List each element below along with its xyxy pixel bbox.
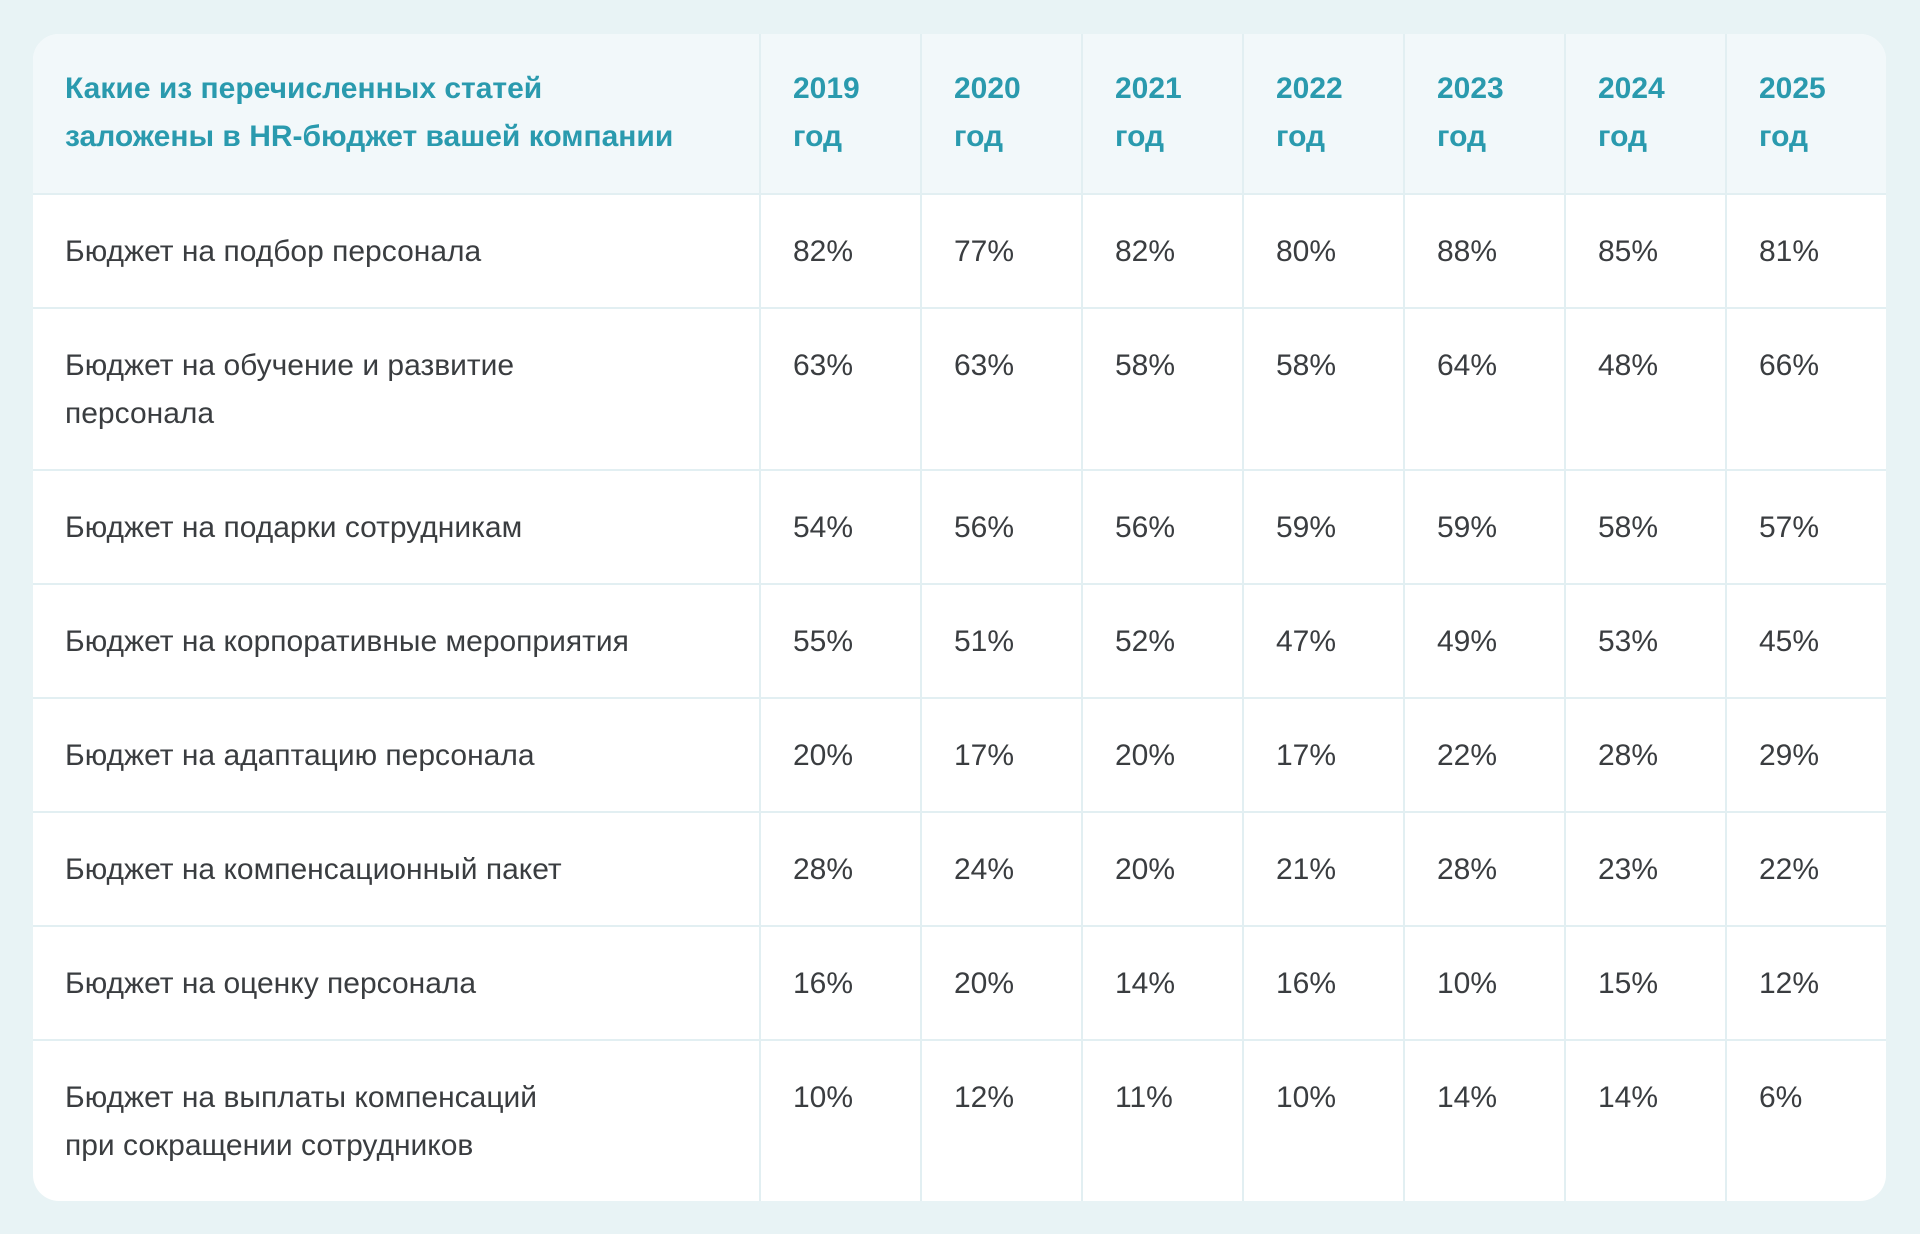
table-row: Бюджет на выплаты компенсаций при сокращ… (33, 1039, 1886, 1201)
value-cell: 53% (1564, 583, 1725, 697)
row-label: Бюджет на оценку персонала (33, 925, 759, 1039)
year-header: 2023 год (1403, 34, 1564, 193)
value-cell: 56% (1081, 469, 1242, 583)
value-cell: 22% (1403, 697, 1564, 811)
table-row: Бюджет на подбор персонала 82% 77% 82% 80% 88… (33, 193, 1886, 307)
value-cell: 10% (759, 1039, 920, 1201)
value-cell: 21% (1242, 811, 1403, 925)
table-row: Бюджет на корпоративные мероприятия 55% 51… (33, 583, 1886, 697)
value-cell: 58% (1242, 307, 1403, 469)
value-cell: 17% (1242, 697, 1403, 811)
value-cell: 14% (1564, 1039, 1725, 1201)
value-cell: 55% (759, 583, 920, 697)
value-cell: 85% (1564, 193, 1725, 307)
year-header: 2021 год (1081, 34, 1242, 193)
value-cell: 80% (1242, 193, 1403, 307)
value-cell: 12% (920, 1039, 1081, 1201)
value-cell: 10% (1403, 925, 1564, 1039)
row-label: Бюджет на подбор персонала (33, 193, 759, 307)
value-cell: 52% (1081, 583, 1242, 697)
table-body: Бюджет на подбор персонала 82% 77% 82% 80% 88… (33, 193, 1886, 1201)
value-cell: 14% (1403, 1039, 1564, 1201)
value-cell: 63% (759, 307, 920, 469)
value-cell: 20% (1081, 697, 1242, 811)
value-cell: 49% (1403, 583, 1564, 697)
budget-table: Какие из перечисленных статей заложены в… (33, 34, 1886, 1201)
value-cell: 51% (920, 583, 1081, 697)
value-cell: 57% (1725, 469, 1886, 583)
table-card: Какие из перечисленных статей заложены в… (33, 34, 1886, 1201)
value-cell: 59% (1403, 469, 1564, 583)
value-cell: 20% (759, 697, 920, 811)
row-label: Бюджет на корпоративные мероприятия (33, 583, 759, 697)
row-label: Бюджет на выплаты компенсаций при сокращ… (33, 1039, 759, 1201)
value-cell: 29% (1725, 697, 1886, 811)
value-cell: 77% (920, 193, 1081, 307)
value-cell: 17% (920, 697, 1081, 811)
value-cell: 11% (1081, 1039, 1242, 1201)
table-row: Бюджет на компенсационный пакет 28% 24% 20%… (33, 811, 1886, 925)
value-cell: 23% (1564, 811, 1725, 925)
value-cell: 10% (1242, 1039, 1403, 1201)
value-cell: 63% (920, 307, 1081, 469)
value-cell: 54% (759, 469, 920, 583)
value-cell: 59% (1242, 469, 1403, 583)
row-label: Бюджет на подарки сотрудникам (33, 469, 759, 583)
value-cell: 24% (920, 811, 1081, 925)
value-cell: 20% (920, 925, 1081, 1039)
value-cell: 64% (1403, 307, 1564, 469)
value-cell: 15% (1564, 925, 1725, 1039)
value-cell: 6% (1725, 1039, 1886, 1201)
value-cell: 14% (1081, 925, 1242, 1039)
value-cell: 82% (759, 193, 920, 307)
year-header: 2024 год (1564, 34, 1725, 193)
table-row: Бюджет на обучение и развитие персонала 6… (33, 307, 1886, 469)
value-cell: 47% (1242, 583, 1403, 697)
table-head: Какие из перечисленных статей заложены в… (33, 34, 1886, 193)
value-cell: 81% (1725, 193, 1886, 307)
value-cell: 88% (1403, 193, 1564, 307)
value-cell: 16% (759, 925, 920, 1039)
value-cell: 28% (1403, 811, 1564, 925)
value-cell: 28% (1564, 697, 1725, 811)
row-label: Бюджет на компенсационный пакет (33, 811, 759, 925)
header-row: Какие из перечисленных статей заложены в… (33, 34, 1886, 193)
value-cell: 28% (759, 811, 920, 925)
row-label: Бюджет на обучение и развитие персонала (33, 307, 759, 469)
value-cell: 48% (1564, 307, 1725, 469)
question-header: Какие из перечисленных статей заложены в… (33, 34, 759, 193)
value-cell: 20% (1081, 811, 1242, 925)
year-header: 2022 год (1242, 34, 1403, 193)
value-cell: 22% (1725, 811, 1886, 925)
value-cell: 16% (1242, 925, 1403, 1039)
value-cell: 66% (1725, 307, 1886, 469)
row-label: Бюджет на адаптацию персонала (33, 697, 759, 811)
value-cell: 82% (1081, 193, 1242, 307)
table-row: Бюджет на подарки сотрудникам 54% 56% 56% 59… (33, 469, 1886, 583)
table-row: Бюджет на адаптацию персонала 20% 17% 20% 17… (33, 697, 1886, 811)
value-cell: 58% (1081, 307, 1242, 469)
year-header: 2025 год (1725, 34, 1886, 193)
value-cell: 12% (1725, 925, 1886, 1039)
value-cell: 45% (1725, 583, 1886, 697)
year-header: 2020 год (920, 34, 1081, 193)
value-cell: 58% (1564, 469, 1725, 583)
value-cell: 56% (920, 469, 1081, 583)
year-header: 2019 год (759, 34, 920, 193)
table-row: Бюджет на оценку персонала 16% 20% 14% 16% 10… (33, 925, 1886, 1039)
